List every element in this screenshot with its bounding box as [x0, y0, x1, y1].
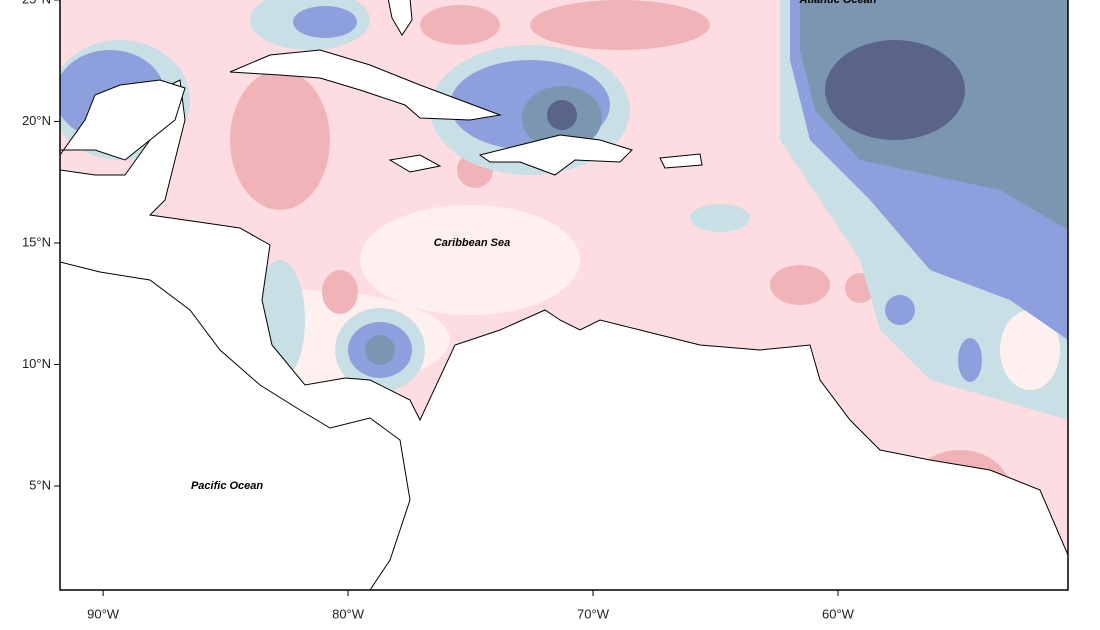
- florida: [387, 0, 413, 36]
- hispaniola: [478, 134, 633, 176]
- contour: [958, 338, 982, 382]
- x-tick-label: 80°W: [332, 606, 365, 621]
- jamaica: [388, 154, 442, 173]
- contour: [360, 205, 580, 315]
- contour: [1000, 310, 1060, 390]
- contour: [293, 6, 357, 38]
- x-tick-label: 60°W: [822, 606, 855, 621]
- place-label: Atlantic Ocean: [798, 0, 876, 6]
- field: [60, 0, 1068, 590]
- x-tick-label: 90°W: [87, 606, 120, 621]
- contour: [690, 204, 750, 232]
- plot-frame: [59, 0, 1069, 591]
- place-label: Caribbean Sea: [434, 237, 510, 249]
- y-tick-label: 25°N: [22, 0, 51, 6]
- y-tick-label: 20°N: [22, 113, 51, 128]
- yucatan: [60, 79, 186, 161]
- cuba: [229, 49, 502, 121]
- contour: [365, 335, 395, 365]
- contour: [530, 0, 710, 50]
- contour: [770, 265, 830, 305]
- place-label: Pacific Ocean: [191, 480, 263, 492]
- y-tick-label: 15°N: [22, 234, 51, 249]
- puerto-rico: [659, 153, 703, 169]
- contour: [547, 100, 577, 130]
- y-tick-label: 10°N: [22, 356, 51, 371]
- y-tick-label: 5°N: [29, 477, 51, 492]
- pacific-coast: [60, 261, 411, 590]
- mainland: [60, 79, 1068, 590]
- contour: [322, 270, 358, 314]
- contour: [825, 40, 965, 140]
- contour: [420, 5, 500, 45]
- contour: [885, 295, 915, 325]
- contour: [230, 70, 330, 210]
- x-tick-label: 70°W: [577, 606, 610, 621]
